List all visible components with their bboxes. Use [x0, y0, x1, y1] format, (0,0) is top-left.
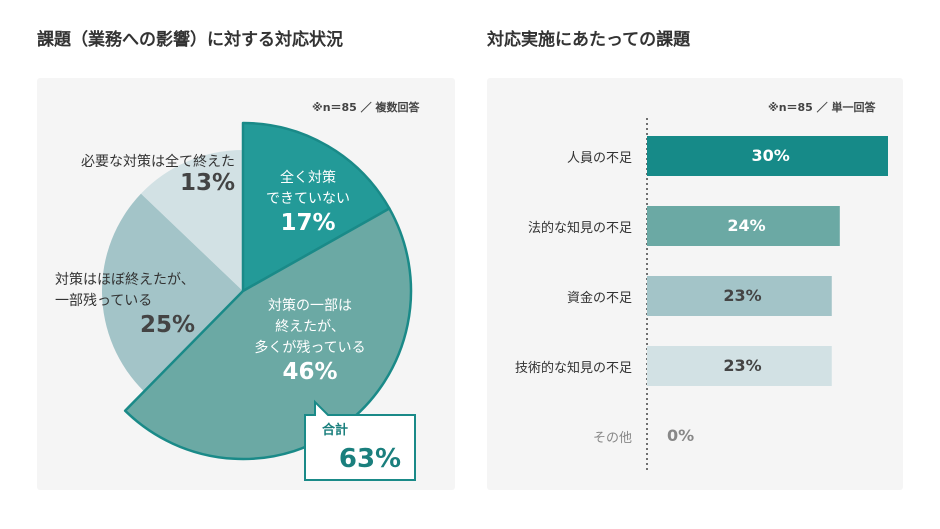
bar-label-1: 法的な知見の不足 — [527, 221, 632, 236]
pie-label-text: 一部残っている — [55, 293, 153, 309]
pie-value-1: 46% — [282, 359, 338, 385]
pie-slice-3 — [140, 150, 243, 291]
bar-label-4: その他 — [592, 431, 632, 446]
bar-value-1: 24% — [727, 216, 766, 235]
callout-value: 63% — [338, 444, 402, 474]
pie-value-0: 17% — [280, 210, 336, 236]
bar-2 — [647, 276, 832, 316]
pie-label-text: 多くが残っている — [254, 340, 366, 356]
bar-chart-title: 対応実施にあたっての課題 — [487, 30, 691, 50]
bar-value-3: 23% — [723, 356, 762, 375]
pie-label-text: 全く対策 — [280, 170, 336, 186]
bar-value-0: 30% — [751, 146, 790, 165]
callout-box — [304, 399, 416, 481]
pie-value-3: 13% — [179, 170, 235, 196]
bar-value-4: 0% — [667, 426, 695, 445]
pie-slice-0 — [241, 121, 391, 293]
pie-note: ※n＝85 ／ 複数回答 — [312, 101, 420, 114]
pie-label-text: できていない — [266, 191, 350, 207]
pie-chart-title: 課題（業務への影響）に対する対応状況 — [37, 30, 343, 50]
pie-label-3: 必要な対策は全て終えた 13% — [50, 152, 235, 196]
callout-label: 合計 — [322, 423, 349, 438]
bar-note: ※n＝85 ／ 単一回答 — [768, 101, 876, 114]
pie-label-0: 全く対策 できていない 17% — [248, 168, 368, 236]
bar-label-0: 人員の不足 — [566, 151, 632, 166]
bar-0 — [647, 136, 888, 176]
bar-value-2: 23% — [723, 286, 762, 305]
pie-label-text: 必要な対策は全て終えた — [81, 154, 235, 170]
bar-label-2: 資金の不足 — [566, 291, 632, 306]
bar-label-3: 技術的な知見の不足 — [514, 361, 632, 376]
bar-1 — [647, 206, 840, 246]
pie-label-1: 対策の一部は 終えたが、 多くが残っている 46% — [235, 296, 385, 385]
pie-value-2: 25% — [139, 312, 195, 338]
pie-label-text: 終えたが、 — [275, 319, 345, 335]
bar-3 — [647, 346, 832, 386]
pie-slice-2 — [102, 193, 243, 392]
pie-label-text: 対策の一部は — [268, 298, 352, 314]
pie-label-2: 対策はほぼ終えたが、 一部残っている 25% — [55, 270, 215, 338]
pie-label-text: 対策はほぼ終えたが、 — [55, 272, 195, 288]
